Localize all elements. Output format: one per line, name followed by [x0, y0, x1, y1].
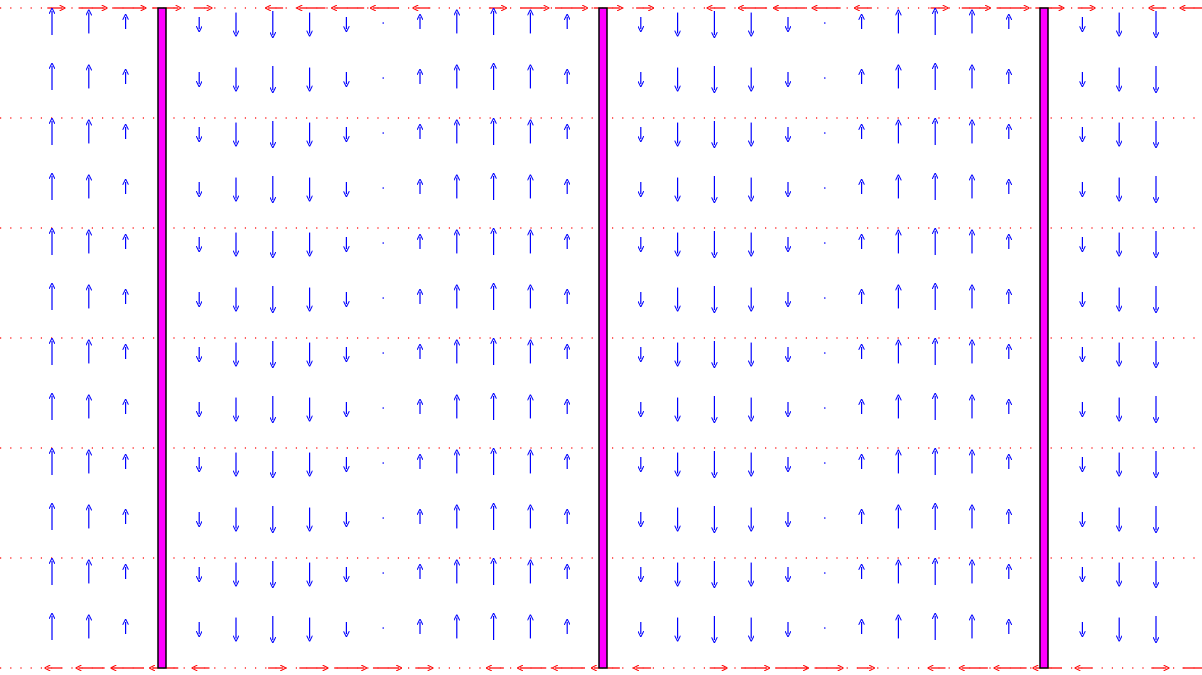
- field-point: [382, 462, 385, 464]
- plate-right: [1039, 7, 1049, 669]
- field-point: [824, 517, 826, 519]
- field-point: [382, 572, 385, 574]
- field-point: [824, 462, 826, 464]
- field-point: [824, 242, 826, 244]
- field-point: [824, 407, 826, 409]
- field-point: [824, 187, 826, 189]
- field-point: [824, 627, 826, 629]
- field-point: [382, 407, 385, 409]
- plate-middle: [598, 7, 608, 669]
- field-point: [382, 297, 385, 299]
- field-point: [824, 572, 826, 574]
- field-point: [824, 22, 826, 24]
- field-point: [824, 297, 826, 299]
- field-point: [824, 352, 826, 354]
- field-point: [382, 77, 385, 79]
- field-point: [382, 132, 385, 134]
- field-point: [824, 77, 826, 79]
- plate-left: [157, 7, 167, 669]
- field-point: [382, 22, 385, 24]
- plates: [157, 7, 1049, 669]
- field-point: [382, 242, 385, 244]
- field-point: [382, 517, 385, 519]
- field-point: [824, 132, 826, 134]
- vertical-field-arrows: [52, 11, 1156, 640]
- field-point: [382, 627, 385, 629]
- field-point: [382, 352, 385, 354]
- field-point: [382, 187, 385, 189]
